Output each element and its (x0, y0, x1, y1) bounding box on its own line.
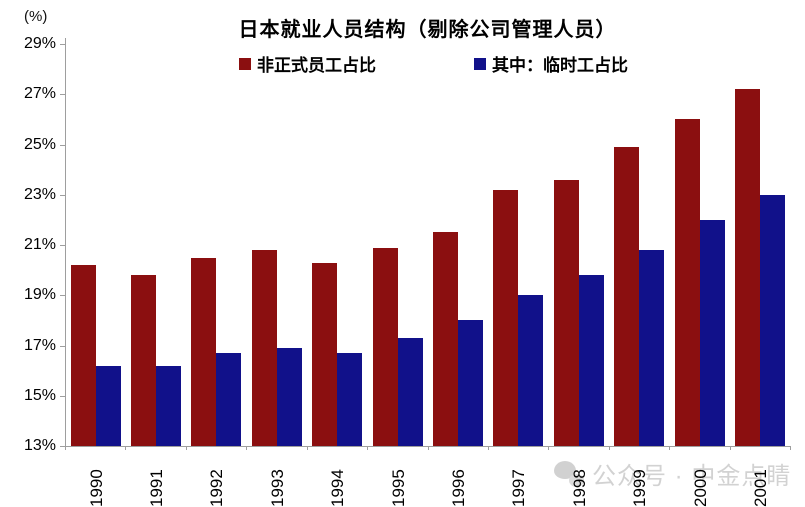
x-tick (729, 446, 731, 450)
bar-informal-staff-1999 (614, 147, 640, 446)
x-tick (306, 446, 308, 450)
x-axis-label-1994: 1994 (328, 469, 348, 507)
y-tick (60, 94, 65, 96)
bar-informal-staff-1991 (130, 275, 156, 446)
y-axis-tick-label: 19% (23, 286, 56, 304)
x-tick (548, 446, 550, 450)
bar-temporary-workers-1997 (518, 295, 544, 446)
bar-temporary-workers-1993 (276, 348, 302, 446)
bar-informal-staff-1996 (433, 232, 458, 446)
y-tick (60, 345, 65, 347)
y-tick (60, 295, 65, 297)
bar-temporary-workers-1990 (95, 365, 121, 446)
x-axis-label-1991: 1991 (146, 469, 166, 507)
x-axis-label-1996: 1996 (449, 469, 468, 507)
bar-temporary-workers-2001 (760, 194, 786, 446)
x-tick (669, 446, 671, 450)
x-tick (427, 446, 429, 450)
x-tick (608, 446, 610, 450)
x-axis-label-2000: 2000 (690, 469, 710, 507)
bar-temporary-workers-2000 (699, 219, 725, 446)
bar-informal-staff-2000 (674, 119, 700, 446)
bar-informal-staff-1993 (251, 250, 277, 446)
x-tick (487, 446, 489, 450)
y-tick (60, 144, 65, 146)
bar-informal-staff-1990 (70, 265, 96, 446)
x-axis-label-1995: 1995 (388, 469, 408, 507)
bar-informal-staff-1995 (372, 247, 398, 446)
y-axis-tick-label: 23% (23, 185, 56, 203)
bar-temporary-workers-1992 (216, 353, 242, 446)
bar-informal-staff-1992 (191, 257, 217, 446)
bar-temporary-workers-1994 (337, 353, 363, 446)
y-axis-tick-label: 17% (23, 336, 56, 354)
bar-temporary-workers-1999 (639, 250, 665, 446)
y-tick (60, 245, 65, 246)
x-tick (790, 446, 791, 450)
y-tick (60, 194, 65, 196)
y-axis-tick-label: 25% (23, 135, 56, 153)
bar-informal-staff-1997 (493, 189, 519, 446)
x-tick (125, 446, 127, 450)
wechat-icon (554, 460, 584, 487)
bar-informal-staff-2001 (735, 89, 761, 446)
x-tick (246, 446, 248, 450)
legend-swatch-0 (239, 57, 251, 70)
legend-swatch-1 (474, 57, 486, 70)
y-axis-tick-label: 29% (23, 35, 56, 52)
y-axis-line (65, 38, 66, 446)
legend-label-informal-staff: 非正式员工占比 (257, 56, 376, 75)
legend-label-temporary-workers: 其中：临时工占比 (492, 56, 628, 75)
x-axis-label-1999: 1999 (630, 469, 650, 507)
bar-informal-staff-1994 (312, 262, 338, 446)
x-tick (65, 446, 66, 450)
y-tick (60, 446, 65, 447)
bar-informal-staff-1998 (553, 179, 579, 446)
chart-title: 日本就业人员结构（剔除公司管理人员） (238, 19, 617, 41)
y-axis-tick-label: 27% (23, 85, 56, 103)
y-axis-unit-label: (%) (24, 8, 48, 25)
y-axis-tick-label: 15% (23, 386, 56, 404)
bar-temporary-workers-1996 (458, 320, 483, 446)
y-axis-tick-label: 13% (23, 437, 56, 454)
watermark-text: 公众号 · 中金点睛 (592, 463, 792, 490)
chart-legend: 非正式员工占比 其中：临时工占比 (0, 51, 805, 75)
x-axis-label-1998: 1998 (569, 469, 589, 507)
legend-item-temporary-workers: 其中：临时工占比 (474, 51, 628, 76)
bar-temporary-workers-1995 (397, 337, 423, 446)
legend-item-informal-staff: 非正式员工占比 (239, 51, 376, 76)
bar-temporary-workers-1998 (578, 275, 604, 446)
y-tick (60, 395, 65, 397)
x-axis-label-1990: 1990 (86, 469, 106, 507)
watermark: 公众号 · 中金点睛 (554, 456, 791, 491)
y-axis-tick-label: 21% (23, 236, 56, 253)
x-axis-label-1997: 1997 (509, 469, 529, 507)
x-tick (367, 446, 369, 450)
bar-temporary-workers-1991 (155, 365, 181, 446)
x-axis-label-1992: 1992 (207, 469, 227, 507)
x-tick (185, 446, 187, 450)
x-axis-label-1993: 1993 (267, 469, 287, 507)
y-tick (60, 44, 65, 45)
x-axis-label-2001: 2001 (751, 469, 771, 507)
